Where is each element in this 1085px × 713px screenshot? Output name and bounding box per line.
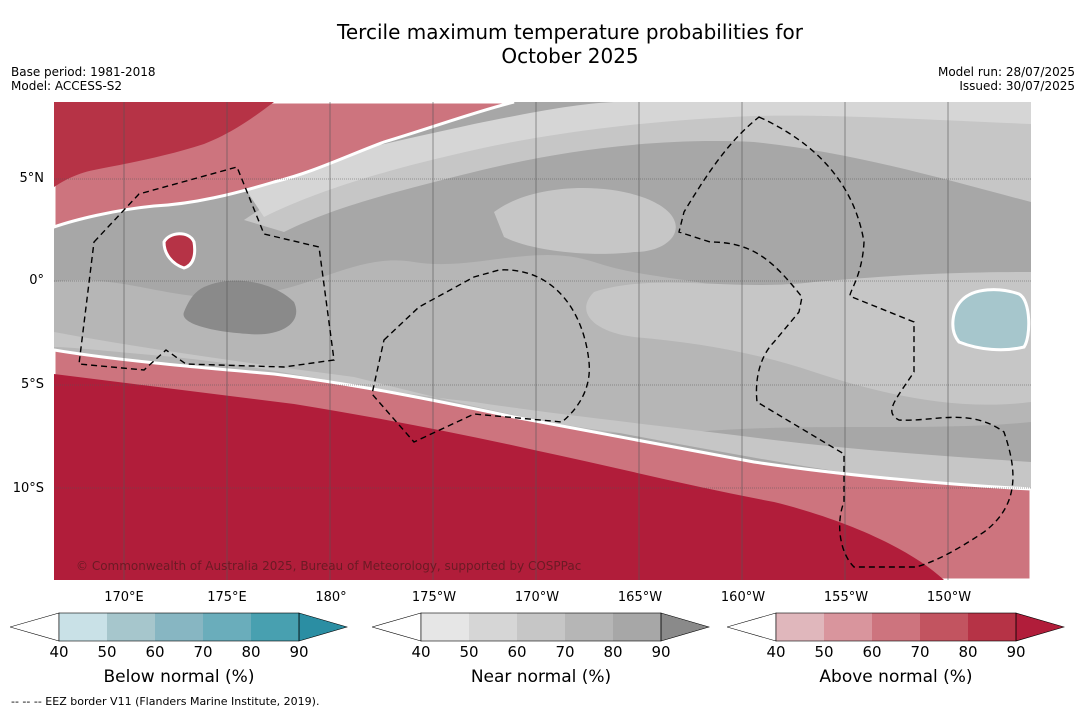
page-title: Tercile maximum temperature probabilitie… (0, 20, 1085, 68)
colorbar-below-title: Below normal (%) (103, 667, 255, 687)
near-normal-north-light (244, 102, 1031, 217)
above-normal-northwest-core (54, 102, 274, 187)
colorbar-near-normal: 40 50 60 70 80 90 Near normal (%) (370, 611, 711, 687)
lon-label-165w: 165°W (617, 590, 663, 605)
eez-border-east (678, 116, 1014, 568)
tick-90: 90 (1006, 643, 1026, 661)
colorbar-near-ticks: 40 50 60 70 80 90 (372, 643, 710, 663)
tick-40: 40 (411, 643, 431, 661)
base-period: Base period: 1981-2018 (11, 65, 156, 79)
colorbar-above-svg (725, 612, 1066, 642)
eez-borders (78, 116, 1014, 568)
colorbar-below-normal: 40 50 60 70 80 90 Below normal (%) (8, 611, 349, 687)
tick-70: 70 (555, 643, 575, 661)
model-name: Model: ACCESS-S2 (11, 79, 123, 93)
colorbar-below-ticks: 40 50 60 70 80 90 (10, 643, 348, 663)
above-normal-small-patch (162, 232, 197, 270)
tick-70: 70 (910, 643, 930, 661)
tick-40: 40 (49, 643, 69, 661)
near-normal-south-light (54, 332, 1031, 490)
lon-label-175e: 175°E (207, 590, 247, 605)
lon-label-180: 180° (315, 590, 347, 605)
eez-border-central (371, 269, 590, 443)
eez-border-west (78, 166, 335, 371)
lon-label-150w: 150°W (926, 590, 972, 605)
lat-label-10s: 10°S (12, 481, 44, 496)
title-line-1: Tercile maximum temperature probabilitie… (337, 20, 803, 44)
copyright-text: © Commonwealth of Australia 2025, Bureau… (76, 559, 582, 573)
graticule (54, 102, 1031, 580)
tick-50: 50 (97, 643, 117, 661)
model-run: Model run: 28/07/2025 (937, 65, 1075, 79)
tick-60: 60 (145, 643, 165, 661)
lat-label-5n: 5°N (19, 171, 45, 186)
meta-left: Base period: 1981-2018 Model: ACCESS-S2 (11, 65, 156, 93)
meta-right: Model run: 28/07/2025 Issued: 30/07/2025 (938, 65, 1075, 93)
lat-label-0: 0° (29, 273, 44, 288)
colorbar-near-title: Near normal (%) (470, 667, 612, 687)
colorbar-above-normal: 40 50 60 70 80 90 Above normal (%) (725, 611, 1066, 687)
probability-map (54, 102, 1031, 580)
near-normal-north-bands (244, 102, 1031, 232)
issued-date: Issued: 30/07/2025 (959, 79, 1075, 93)
tick-80: 80 (603, 643, 623, 661)
below-normal-patch (951, 288, 1031, 352)
map-svg (54, 102, 1031, 580)
lon-label-175w: 175°W (411, 590, 457, 605)
above-normal-south-core (54, 374, 944, 580)
tick-70: 70 (193, 643, 213, 661)
near-normal-darker-patch (183, 280, 297, 335)
colorbar-above-title: Above normal (%) (819, 667, 973, 687)
title-line-2: October 2025 (501, 44, 639, 68)
lon-label-170w: 170°W (514, 590, 560, 605)
tick-50: 50 (814, 643, 834, 661)
lon-label-170e: 170°E (104, 590, 144, 605)
eez-footnote: -- -- -- EEZ border V11 (Flanders Marine… (11, 695, 320, 708)
tick-80: 80 (241, 643, 261, 661)
tick-60: 60 (507, 643, 527, 661)
tick-90: 90 (651, 643, 671, 661)
tick-50: 50 (459, 643, 479, 661)
near-normal-60-east (586, 272, 1031, 405)
near-normal-60-north (494, 188, 676, 254)
tick-90: 90 (289, 643, 309, 661)
lat-label-5s: 5°S (20, 377, 44, 392)
tick-40: 40 (766, 643, 786, 661)
colorbar-below-svg (8, 612, 349, 642)
tick-60: 60 (862, 643, 882, 661)
colorbar-near-svg (370, 612, 711, 642)
lon-label-155w: 155°W (823, 590, 869, 605)
lon-label-160w: 160°W (720, 590, 766, 605)
colorbar-above-ticks: 40 50 60 70 80 90 (727, 643, 1065, 663)
tick-80: 80 (958, 643, 978, 661)
